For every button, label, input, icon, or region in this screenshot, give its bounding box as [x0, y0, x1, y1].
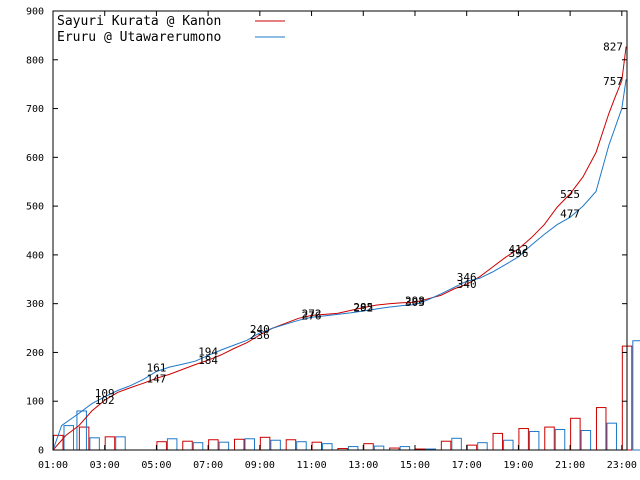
bar-series-2 — [606, 422, 617, 451]
bar-series-2 — [270, 439, 281, 451]
data-label: 827 — [603, 41, 623, 54]
bar-series-2 — [373, 445, 385, 451]
data-label: 298 — [405, 295, 425, 308]
y-tick-label: 500 — [26, 202, 44, 213]
bar-series-1 — [311, 441, 323, 451]
plot-frame — [52, 10, 628, 451]
bar-series-2 — [347, 446, 359, 451]
x-tick-label: 05:00 — [141, 460, 171, 471]
y-tick-label: 600 — [26, 153, 44, 164]
y-tick-label: 700 — [26, 104, 44, 115]
bar-series-2 — [166, 438, 178, 451]
bar-series-1 — [259, 436, 271, 451]
data-label: 102 — [95, 394, 115, 407]
data-label: 292 — [353, 302, 373, 315]
bar-series-1 — [570, 417, 581, 451]
bar-series-2 — [76, 410, 87, 451]
bar-series-2 — [632, 340, 640, 451]
data-label: 346 — [457, 271, 477, 284]
series-line-2 — [52, 79, 627, 451]
bar-series-1 — [233, 438, 245, 451]
x-tick-label: 03:00 — [90, 460, 120, 471]
x-tick-label: 11:00 — [297, 460, 327, 471]
bar-series-2 — [399, 446, 411, 451]
data-label: 412 — [508, 243, 528, 256]
data-label: 276 — [302, 309, 322, 322]
data-label: 272 — [302, 307, 322, 320]
data-label: 396 — [508, 247, 528, 260]
bar-series-1 — [363, 443, 374, 451]
bar-series-2 — [503, 439, 514, 451]
data-label: 340 — [457, 278, 477, 291]
point-labels-layer: 102 147 184 236 276 292 303 340 412 525 757 827 109 1… — [95, 41, 623, 408]
bar-series-1 — [492, 432, 504, 451]
bar-series-2 — [244, 438, 255, 451]
x-tick-label: 19:00 — [503, 460, 533, 471]
bar-series-2 — [192, 442, 204, 451]
y-tick-label: 900 — [26, 7, 44, 18]
axes-layer: 0 100 200 300 400 500 600 700 800 900 01:00 03:00 05… — [26, 7, 637, 472]
bar-series-1 — [156, 441, 167, 451]
bar-series-2 — [554, 429, 566, 451]
data-label: 236 — [250, 329, 270, 342]
bar-series-1 — [78, 426, 90, 451]
x-tick-label: 01:00 — [38, 460, 68, 471]
data-label: 194 — [198, 345, 218, 358]
y-tick-label: 800 — [26, 55, 44, 66]
bar-series-2 — [477, 442, 488, 451]
data-label: 147 — [146, 372, 166, 385]
bar-series-1 — [208, 439, 219, 451]
y-tick-label: 300 — [26, 299, 44, 310]
legend-label: Sayuri Kurata @ Kanon — [57, 14, 221, 29]
data-label: 757 — [603, 75, 623, 88]
bar-series-2 — [218, 441, 230, 451]
bar-series-1 — [466, 444, 478, 451]
bar-series-2 — [580, 429, 592, 451]
bar-series-1 — [285, 439, 297, 451]
x-tick-label: 15:00 — [400, 460, 430, 471]
bar-series-2 — [296, 441, 307, 451]
x-tick-label: 13:00 — [348, 460, 378, 471]
x-tick-label: 17:00 — [452, 460, 482, 471]
data-label: 240 — [250, 323, 270, 336]
x-tick-label: 21:00 — [555, 460, 585, 471]
data-label: 525 — [560, 188, 580, 201]
data-label: 303 — [405, 296, 425, 309]
data-label: 161 — [146, 361, 166, 374]
bar-series-1 — [440, 440, 452, 451]
bar-series-1 — [182, 440, 193, 451]
data-label: 285 — [353, 301, 373, 314]
bar-series-2 — [63, 425, 74, 451]
data-label: 477 — [560, 207, 580, 220]
y-tick-label: 200 — [26, 348, 44, 359]
x-tick-label: 23:00 — [607, 460, 637, 471]
data-label: 109 — [95, 387, 115, 400]
y-tick-label: 100 — [26, 397, 44, 408]
bar-series-2 — [528, 430, 540, 451]
x-tick-label: 09:00 — [245, 460, 275, 471]
y-tick-label: 400 — [26, 250, 44, 261]
bar-series-2 — [322, 443, 333, 451]
bar-series-2 — [115, 436, 126, 451]
series-line-1 — [52, 46, 627, 451]
bar-series-1 — [518, 428, 529, 451]
bar-series-2 — [451, 437, 462, 451]
x-tick-label: 07:00 — [193, 460, 223, 471]
bar-series-1 — [544, 426, 555, 451]
bar-series-1 — [104, 436, 116, 451]
data-label: 184 — [198, 354, 218, 367]
lines-layer — [52, 46, 627, 451]
bars-layer — [53, 340, 640, 451]
y-tick-label: 0 — [38, 446, 44, 457]
bar-series-2 — [89, 437, 100, 451]
legend-label: Eruru @ Utawarerumono — [57, 30, 221, 45]
bar-series-1 — [595, 407, 607, 451]
